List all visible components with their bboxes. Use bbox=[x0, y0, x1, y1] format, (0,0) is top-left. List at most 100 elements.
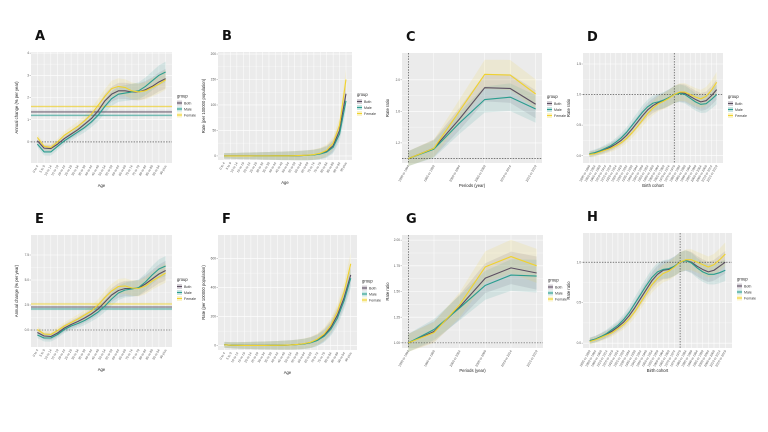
x-tick-label: 90 to 94 bbox=[332, 161, 341, 173]
x-tick-label: 25 to 29 bbox=[64, 348, 73, 360]
y-tick-label: 0.0 bbox=[577, 154, 582, 158]
legend-entry-both: Both bbox=[364, 100, 371, 104]
x-tick-label: 20 to 24 bbox=[242, 161, 251, 173]
panel-letter: A bbox=[35, 29, 45, 44]
panel-letter: H bbox=[587, 210, 598, 225]
x-axis-title: Age bbox=[98, 183, 106, 188]
y-tick-label: 2 bbox=[27, 96, 29, 100]
x-tick-label: 5 to 9 bbox=[225, 161, 233, 170]
y-tick-label: 0.5 bbox=[577, 301, 582, 305]
x-tick-label: 40 to 44 bbox=[270, 351, 279, 363]
x-axis-title: Age bbox=[98, 367, 106, 372]
y-axis-title: Rate ratio bbox=[385, 282, 390, 301]
x-tick-label: 60 to 64 bbox=[294, 161, 303, 173]
x-tick-label: 35 to 39 bbox=[262, 161, 271, 173]
y-tick-label: 0 bbox=[214, 344, 216, 348]
x-tick-label: 90 to 94 bbox=[152, 348, 161, 360]
series-line-female bbox=[36, 79, 166, 149]
y-tick-label: 7.5 bbox=[25, 253, 30, 257]
y-tick-label: 4 bbox=[27, 51, 29, 55]
y-tick-label: 1.5 bbox=[577, 62, 582, 66]
legend-entry-male: Male bbox=[184, 291, 192, 295]
panel-letter: D bbox=[587, 30, 598, 45]
x-tick-label: 2015 to 2019 bbox=[526, 349, 539, 367]
ci-ribbon-both bbox=[37, 260, 166, 341]
ci-ribbon-both bbox=[408, 251, 537, 352]
ci-ribbon-male bbox=[408, 259, 537, 352]
x-tick-label: 50 to 54 bbox=[281, 161, 290, 173]
legend-entry-female: Female bbox=[555, 297, 567, 301]
y-tick-label: 0.0 bbox=[25, 328, 30, 332]
x-tick-label: 55 to 59 bbox=[104, 348, 113, 360]
x-axis-title: Birth cohort bbox=[642, 183, 664, 188]
x-tick-label: 20 to 24 bbox=[57, 348, 66, 360]
y-tick-label: 400 bbox=[211, 286, 217, 290]
y-axis-title: Annual change (% per year) bbox=[14, 81, 19, 134]
x-tick-label: 1995 to 1999 bbox=[423, 349, 436, 367]
series-line-male bbox=[408, 96, 536, 160]
x-tick-label: 2010 to 2014 bbox=[499, 164, 512, 182]
x-tick-label: 40 to 44 bbox=[84, 348, 93, 360]
y-tick-label: 2.00 bbox=[394, 238, 400, 242]
x-tick-label: 45 to 49 bbox=[274, 161, 283, 173]
x-tick-label: 50 to 54 bbox=[98, 164, 107, 176]
x-tick-label: 15 to 19 bbox=[50, 348, 59, 360]
x-tick-label: 60 to 64 bbox=[297, 351, 306, 363]
legend-entry-female: Female bbox=[554, 114, 566, 118]
x-tick-label: 60 to 64 bbox=[111, 348, 120, 360]
x-axis-title: Periods (year) bbox=[459, 368, 486, 373]
panel-letter: E bbox=[35, 212, 44, 227]
x-tick-label: 70 to 74 bbox=[125, 348, 134, 360]
x-tick-label: 15 to 19 bbox=[237, 351, 246, 363]
y-tick-label: 150 bbox=[211, 78, 217, 82]
y-tick-label: 1.25 bbox=[394, 315, 400, 319]
y-tick-label: 1.75 bbox=[394, 264, 400, 268]
x-tick-label: 5 to 9 bbox=[39, 164, 47, 173]
legend-title: group bbox=[177, 277, 188, 282]
x-tick-label: 45 to 49 bbox=[277, 351, 286, 363]
x-tick-label: 95 plus bbox=[159, 164, 168, 175]
legend-entry-male: Male bbox=[735, 108, 743, 112]
x-tick-label: 55 to 59 bbox=[104, 164, 113, 176]
y-tick-label: 100 bbox=[211, 103, 217, 107]
series-line-female bbox=[37, 272, 166, 336]
x-tick-label: 80 to 84 bbox=[323, 351, 332, 363]
series-line-male bbox=[37, 265, 166, 339]
y-axis-title: Rate ratio bbox=[566, 281, 571, 300]
x-tick-label: 2010 to 2014 bbox=[500, 349, 513, 367]
y-tick-label: 1.0 bbox=[577, 93, 582, 97]
x-tick-label: 85 to 89 bbox=[145, 348, 154, 360]
y-tick-label: 1.0 bbox=[577, 260, 582, 264]
x-tick-label: 0 to 4 bbox=[219, 351, 227, 360]
x-tick-label: 95 plus bbox=[339, 161, 348, 172]
x-tick-label: 85 to 89 bbox=[326, 161, 335, 173]
series-line-both bbox=[589, 89, 718, 155]
series-line-male bbox=[36, 71, 166, 153]
x-axis-title: Periods (year) bbox=[459, 183, 486, 188]
x-tick-label: 10 to 14 bbox=[43, 164, 52, 176]
x-tick-label: 0 to 4 bbox=[218, 161, 226, 170]
x-tick-label: 70 to 74 bbox=[307, 161, 316, 173]
legend-title: group bbox=[357, 92, 368, 97]
x-tick-label: 45 to 49 bbox=[91, 348, 100, 360]
x-tick-label: 20 to 24 bbox=[57, 164, 66, 176]
legend-entry-both: Both bbox=[184, 101, 191, 105]
y-tick-label: 3 bbox=[27, 73, 29, 77]
legend-title: group bbox=[548, 278, 559, 283]
x-tick-label: 80 to 84 bbox=[138, 164, 147, 176]
legend-entry-both: Both bbox=[735, 102, 742, 106]
x-tick-label: 85 to 89 bbox=[330, 351, 339, 363]
plot-background bbox=[218, 52, 352, 160]
x-axis-title: Birth cohort bbox=[647, 368, 669, 373]
panel-c: C 1.2 1.6 2.0 1990 to 1994 1995 to 1999 2000 t… bbox=[385, 30, 566, 188]
x-tick-label: 1990 to 1994 bbox=[397, 164, 410, 182]
x-tick-label: 65 to 69 bbox=[303, 351, 312, 363]
x-tick-label: 1990 to 1994 bbox=[397, 349, 410, 367]
y-tick-label: 2.0 bbox=[396, 78, 401, 82]
x-tick-label: 55 to 59 bbox=[290, 351, 299, 363]
x-tick-label: 25 to 29 bbox=[250, 351, 259, 363]
series-line-female bbox=[224, 263, 352, 346]
ci-ribbon-male bbox=[408, 83, 536, 167]
